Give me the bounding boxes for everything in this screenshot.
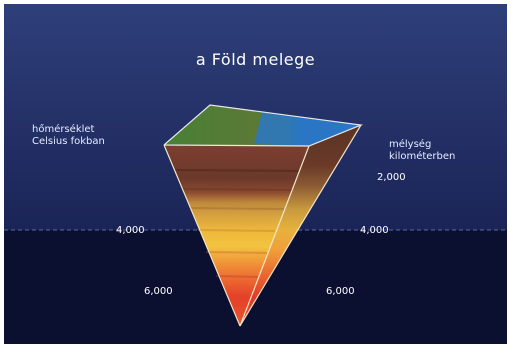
wedge-right-edge <box>239 124 362 327</box>
depth-label-2000: 2,000 <box>377 172 406 183</box>
legend-temperature-line-2: Celsius fokban <box>32 136 105 147</box>
depth-label-6000: 6,000 <box>326 286 355 297</box>
depth-label-4000: 4,000 <box>360 225 389 236</box>
diagram-title: a Föld melege <box>195 50 316 69</box>
temp-label-4000: 4,000 <box>116 225 145 236</box>
wedge-left-layers <box>173 169 301 278</box>
wedge-front-edge <box>239 145 310 327</box>
legend-depth-line-2: kilométerben <box>389 151 456 162</box>
legend-temperature-line-1: hőmérséklet <box>32 124 95 135</box>
diagram-frame: a Föld melege hőmérséklet Celsius fokban… <box>4 4 507 344</box>
ocean-surface <box>254 112 361 146</box>
legend-depth-line-1: mélység <box>389 139 432 150</box>
legend-depth: mélység kilométerben <box>389 139 455 163</box>
wedge-left-face <box>164 145 309 326</box>
temp-label-6000: 6,000 <box>144 286 173 297</box>
earth-wedge-diagram <box>4 4 507 344</box>
wedge-left-edge <box>163 144 241 327</box>
land-surface <box>164 105 262 145</box>
legend-temperature: hőmérséklet Celsius fokban <box>32 124 105 148</box>
